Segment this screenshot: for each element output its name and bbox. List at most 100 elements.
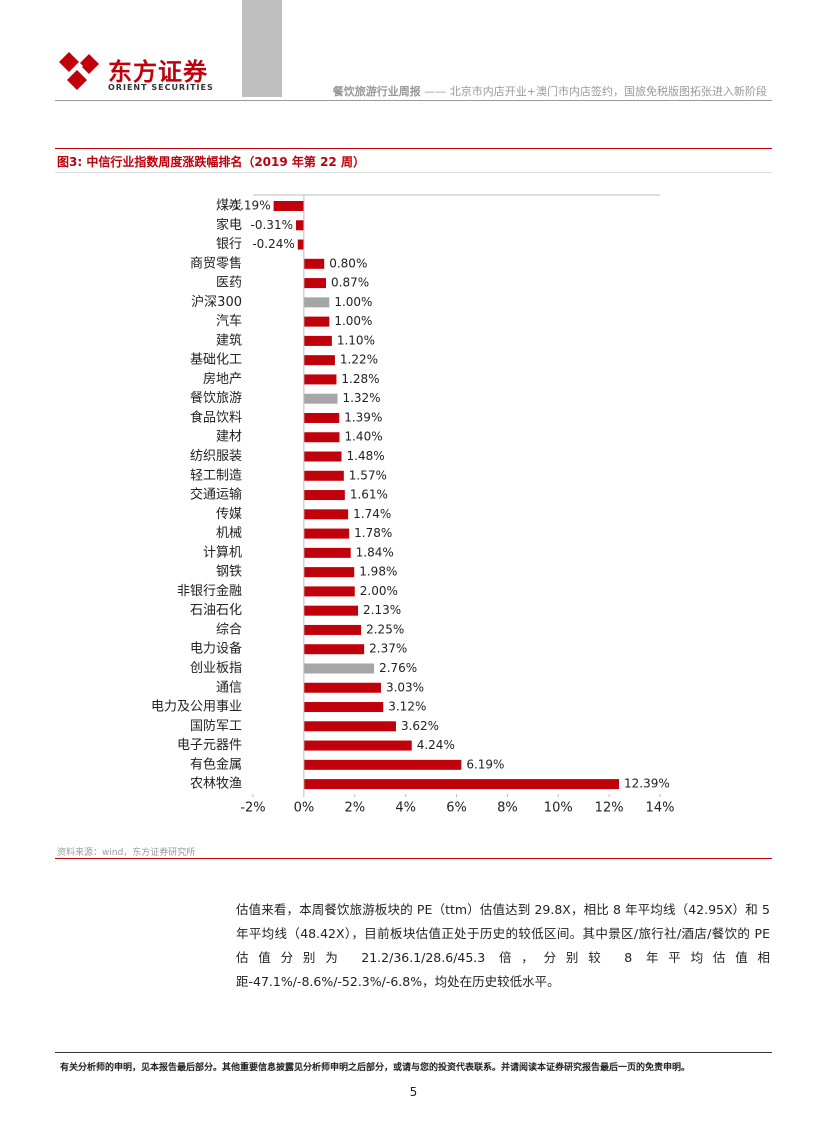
category-label: 电力设备 bbox=[190, 641, 242, 657]
value-label: 1.28% bbox=[341, 372, 379, 386]
value-label: 2.25% bbox=[366, 622, 404, 636]
bar bbox=[303, 624, 362, 635]
category-label: 创业板指 bbox=[190, 661, 242, 676]
category-label: 机械 bbox=[216, 526, 242, 541]
value-label: 1.22% bbox=[340, 353, 378, 367]
category-label: 计算机 bbox=[203, 545, 242, 560]
logo-subtext: ORIENT SECURITIES bbox=[108, 83, 214, 92]
category-label: 交通运输 bbox=[190, 487, 242, 503]
bar bbox=[303, 759, 462, 770]
bar bbox=[303, 682, 381, 693]
bar bbox=[303, 297, 330, 308]
page-number: 5 bbox=[409, 1085, 418, 1099]
category-label: 通信 bbox=[216, 680, 242, 695]
category-label: 非银行金融 bbox=[177, 583, 242, 599]
bar bbox=[303, 740, 412, 751]
value-label: 1.57% bbox=[349, 468, 387, 482]
value-label: 1.00% bbox=[334, 295, 372, 309]
bar bbox=[303, 586, 355, 597]
category-label: 纺织服装 bbox=[190, 449, 242, 464]
disclaimer: 有关分析师的申明，见本报告最后部分。其他重要信息披露见分析师申明之后部分，或请与… bbox=[60, 1063, 691, 1073]
x-tick-label: 0% bbox=[294, 801, 315, 816]
bar bbox=[303, 393, 338, 404]
value-label: 1.84% bbox=[356, 545, 394, 559]
header-text: 餐饮旅游行业周报 —— 北京市内店开业+澳门市内店签约，国旅免税版图拓张进入新阶… bbox=[333, 83, 767, 99]
bar bbox=[303, 663, 375, 674]
bar bbox=[303, 355, 335, 366]
value-label: 1.10% bbox=[337, 333, 375, 347]
bar bbox=[303, 490, 345, 501]
category-label: 煤炭 bbox=[216, 199, 242, 214]
bar bbox=[303, 721, 396, 732]
bar bbox=[297, 239, 304, 250]
bar bbox=[303, 779, 620, 790]
figure-subrule bbox=[55, 172, 772, 173]
value-label: -0.31% bbox=[251, 218, 293, 232]
bar bbox=[303, 509, 349, 520]
x-tick-label: -2% bbox=[240, 801, 265, 816]
category-label: 农林牧渔 bbox=[190, 777, 242, 792]
figure-title: 图3: 中信行业指数周度涨跌幅排名（2019 年第 22 周） bbox=[57, 155, 365, 169]
logo-text: 东方证券 bbox=[108, 58, 208, 86]
value-label: 2.00% bbox=[360, 584, 398, 598]
category-label: 基础化工 bbox=[190, 353, 242, 368]
x-tick-label: 4% bbox=[395, 801, 416, 816]
bar bbox=[303, 528, 350, 539]
value-label: 3.12% bbox=[388, 700, 426, 714]
category-label: 电力及公用事业 bbox=[151, 700, 242, 715]
category-label: 医药 bbox=[216, 276, 242, 291]
body-text: 估值来看，本周餐饮旅游板块的 PE（ttm）估值达到 29.8X，相比 8 年平… bbox=[236, 902, 770, 989]
category-label: 食品饮料 bbox=[190, 409, 242, 425]
x-tick-label: 14% bbox=[646, 801, 675, 816]
value-label: 1.40% bbox=[344, 430, 382, 444]
bar bbox=[273, 201, 304, 211]
report-name: 餐饮旅游行业周报 bbox=[332, 85, 421, 98]
category-label: 银行 bbox=[216, 237, 242, 252]
category-label: 商贸零售 bbox=[190, 255, 242, 271]
category-label: 有色金属 bbox=[190, 756, 242, 772]
bar bbox=[303, 412, 340, 423]
value-label: 1.32% bbox=[342, 391, 380, 405]
bar bbox=[303, 258, 325, 269]
bar bbox=[303, 316, 330, 327]
x-tick-label: 6% bbox=[446, 801, 467, 816]
value-label: 4.24% bbox=[417, 738, 455, 752]
value-label: 1.39% bbox=[344, 410, 382, 424]
category-label: 轻工制造 bbox=[190, 468, 242, 483]
x-tick-label: 8% bbox=[497, 801, 518, 816]
value-label: 12.39% bbox=[624, 777, 670, 791]
value-label: 1.74% bbox=[353, 507, 391, 521]
bar bbox=[303, 547, 351, 558]
source: 资料来源：wind，东方证券研究所 bbox=[57, 848, 196, 858]
bar bbox=[303, 335, 332, 346]
category-label: 电子元器件 bbox=[177, 738, 242, 753]
header-block bbox=[242, 0, 282, 97]
category-label: 综合 bbox=[216, 622, 242, 637]
category-label: 建材 bbox=[216, 430, 242, 445]
category-label: 钢铁 bbox=[216, 565, 242, 580]
value-label: 6.19% bbox=[466, 757, 504, 771]
bar bbox=[303, 432, 340, 443]
source-rule bbox=[55, 858, 772, 859]
category-label: 房地产 bbox=[203, 371, 242, 387]
value-label: 0.80% bbox=[329, 256, 367, 270]
value-label: 2.37% bbox=[369, 642, 407, 656]
figure-rule bbox=[55, 148, 772, 149]
bar bbox=[303, 567, 355, 578]
chart: -2% 0% 2% 4% 6% 8% 10% 12% 14% 煤炭-1.19% 家电 -0.31% 银行… bbox=[151, 194, 675, 816]
category-label: 汽车 bbox=[216, 313, 242, 329]
x-tick-label: 2% bbox=[344, 801, 365, 816]
x-tick-label: 12% bbox=[595, 801, 624, 816]
value-label: 1.48% bbox=[347, 449, 385, 463]
bar bbox=[303, 278, 327, 289]
category-label: 餐饮旅游 bbox=[190, 390, 242, 406]
value-label: 0.87% bbox=[331, 276, 369, 290]
x-tick-label: 10% bbox=[544, 801, 573, 816]
category-label: 石油石化 bbox=[190, 603, 242, 618]
header-rule bbox=[55, 100, 772, 101]
value-label: 1.98% bbox=[359, 565, 397, 579]
category-label: 建筑 bbox=[216, 332, 242, 348]
bar bbox=[303, 470, 344, 481]
category-label: 国防军工 bbox=[190, 718, 242, 734]
